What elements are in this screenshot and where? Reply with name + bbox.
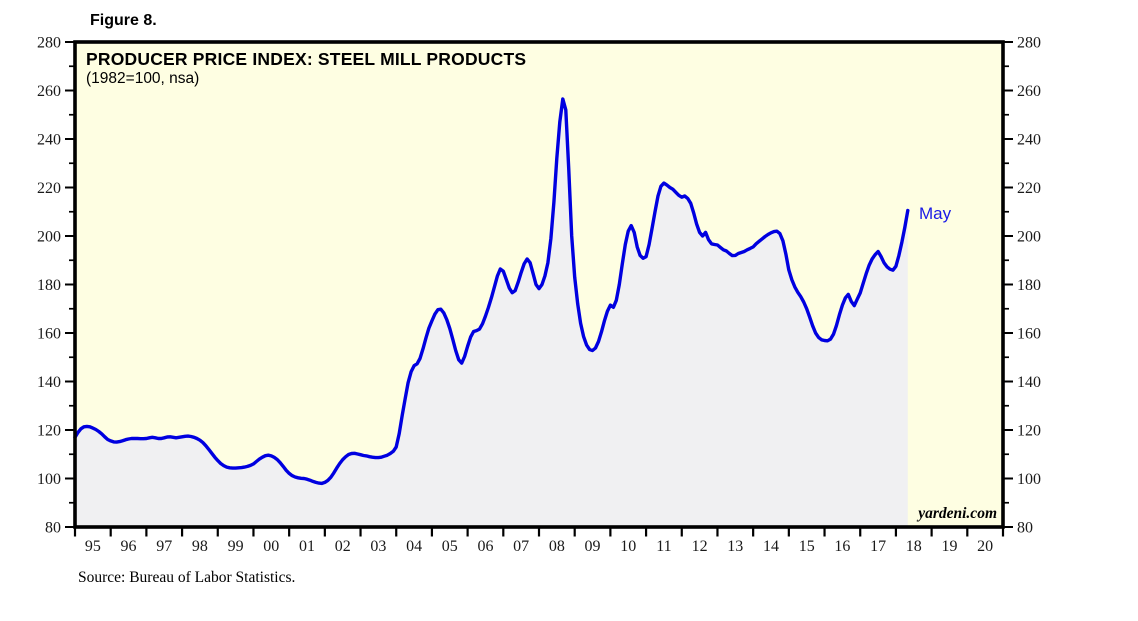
y-axis-tick-label-left: 280 (37, 35, 61, 52)
x-axis-tick-label: 15 (799, 538, 815, 555)
x-axis-tick-label: 13 (727, 538, 743, 555)
x-axis-tick-label: 05 (442, 538, 458, 555)
x-axis-tick-label: 09 (585, 538, 601, 555)
x-axis-tick-label: 03 (370, 538, 386, 555)
y-axis-tick-label-left: 120 (37, 423, 61, 440)
y-axis-tick-label-right: 260 (1017, 83, 1041, 100)
figure-label: Figure 8. (90, 12, 157, 29)
chart-title: PRODUCER PRICE INDEX: STEEL MILL PRODUCT… (86, 49, 527, 69)
y-axis-tick-label-left: 180 (37, 277, 61, 294)
x-axis-tick-label: 01 (299, 538, 315, 555)
watermark: yardeni.com (918, 505, 997, 522)
y-axis-tick-label-right: 100 (1017, 471, 1041, 488)
x-axis-tick-label: 18 (906, 538, 922, 555)
x-axis-tick-label: 10 (620, 538, 636, 555)
series-area-fill (75, 99, 908, 527)
x-axis-tick-label: 95 (85, 538, 101, 555)
x-axis-tick-label: 04 (406, 538, 422, 555)
last-point-label: May (919, 204, 952, 223)
y-axis-tick-label-left: 240 (37, 132, 61, 149)
x-axis-tick-label: 11 (656, 538, 671, 555)
y-axis-tick-label-left: 160 (37, 326, 61, 343)
y-axis-tick-label-left: 260 (37, 83, 61, 100)
x-axis-tick-label: 02 (335, 538, 351, 555)
y-axis-tick-label-right: 280 (1017, 35, 1041, 52)
y-axis-tick-label-right: 180 (1017, 277, 1041, 294)
y-axis-tick-label-right: 200 (1017, 229, 1041, 246)
x-axis-tick-label: 19 (941, 538, 957, 555)
x-axis-tick-label: 20 (977, 538, 993, 555)
x-axis-tick-label: 97 (156, 538, 172, 555)
x-axis-tick-label: 98 (192, 538, 208, 555)
y-axis-tick-label-left: 140 (37, 374, 61, 391)
series-line (73, 97, 910, 486)
x-axis-tick-label: 00 (263, 538, 279, 555)
x-axis-tick-label: 12 (692, 538, 708, 555)
y-axis-tick-label-left: 80 (45, 520, 61, 537)
x-axis-tick-label: 14 (763, 538, 779, 555)
x-axis-tick-label: 17 (870, 538, 886, 555)
y-axis-tick-label-right: 240 (1017, 132, 1041, 149)
y-axis-tick-label-right: 220 (1017, 180, 1041, 197)
y-axis-tick-label-left: 100 (37, 471, 61, 488)
x-axis-tick-label: 07 (513, 538, 529, 555)
y-axis-tick-label-right: 140 (1017, 374, 1041, 391)
x-axis-tick-label: 96 (121, 538, 137, 555)
x-axis-tick-label: 16 (834, 538, 850, 555)
x-axis-tick-label: 99 (228, 538, 244, 555)
y-axis-tick-label-left: 220 (37, 180, 61, 197)
y-axis-tick-label-left: 200 (37, 229, 61, 246)
chart-subtitle: (1982=100, nsa) (86, 70, 200, 87)
source-note: Source: Bureau of Labor Statistics. (78, 569, 296, 586)
y-axis-tick-label-right: 120 (1017, 423, 1041, 440)
x-axis-tick-label: 06 (477, 538, 493, 555)
y-axis-tick-label-right: 160 (1017, 326, 1041, 343)
x-axis-tick-label: 08 (549, 538, 565, 555)
y-axis-tick-label-right: 80 (1017, 520, 1033, 537)
